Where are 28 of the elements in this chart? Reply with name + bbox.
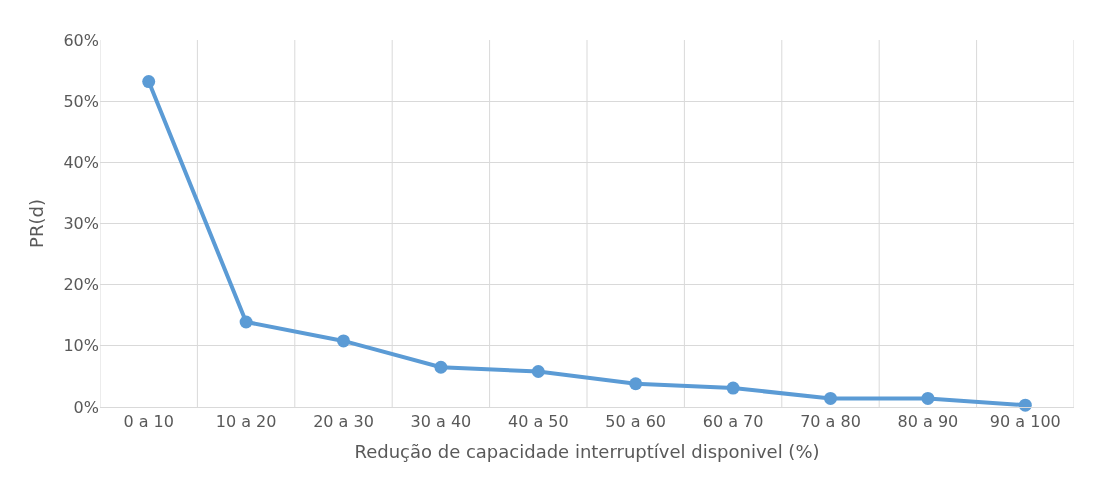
y-tick-label: 30% — [63, 214, 99, 234]
x-tick-label: 80 a 90 — [897, 412, 959, 432]
point — [239, 315, 253, 329]
y-tick-label: 60% — [63, 30, 99, 50]
x-axis-title: Redução de capacidade interruptível disponivel (%) — [354, 441, 820, 463]
y-axis-title: PR(d) — [25, 199, 47, 248]
point — [629, 377, 643, 391]
y-tick-label: 50% — [63, 91, 99, 111]
point — [531, 365, 545, 379]
x-tick-label: 0 a 10 — [123, 412, 174, 432]
x-tick-label: 40 a 50 — [507, 412, 569, 432]
x-tick-label: 10 a 20 — [215, 412, 277, 432]
point — [434, 360, 448, 374]
x-tick-label: 50 a 60 — [605, 412, 667, 432]
point — [142, 75, 156, 89]
y-tick-label: 20% — [63, 275, 99, 295]
point — [337, 334, 350, 348]
point — [921, 391, 935, 405]
x-tick-label: 30 a 40 — [410, 412, 472, 432]
point — [726, 381, 740, 395]
y-tick-label: 40% — [63, 152, 99, 172]
point — [824, 391, 837, 405]
x-tick-label: 60 a 70 — [702, 412, 764, 432]
y-tick-label: 10% — [63, 336, 99, 356]
x-tick-label: 20 a 30 — [313, 412, 374, 432]
x-tick-label: 70 a 80 — [800, 412, 861, 432]
y-tick-label: 0% — [73, 397, 99, 417]
x-tick-label: 90 a 100 — [989, 412, 1061, 432]
